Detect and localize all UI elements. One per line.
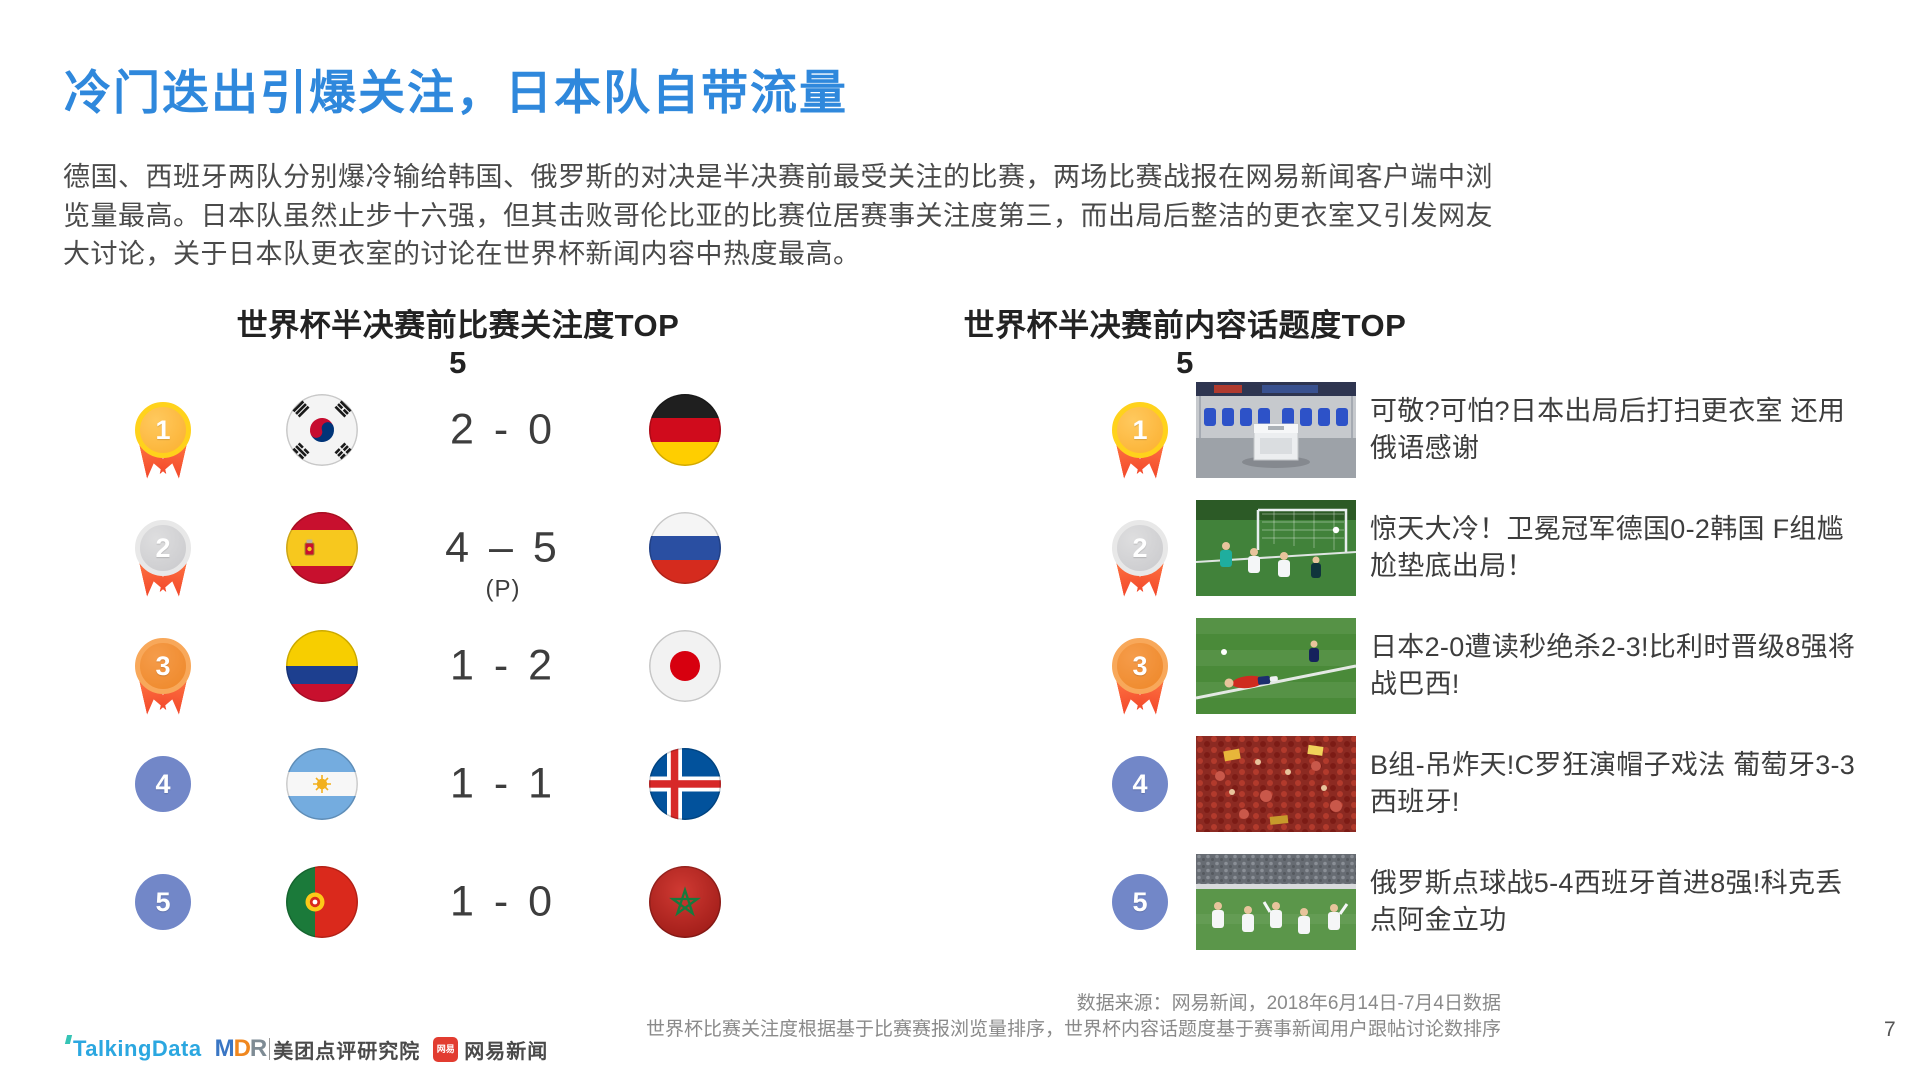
bronze-medal-icon: 3 bbox=[135, 638, 191, 730]
germany-flag-icon bbox=[649, 394, 721, 466]
rank-number: 3 bbox=[1112, 638, 1168, 694]
rank-number: 2 bbox=[135, 520, 191, 576]
match-score: 1 - 1 bbox=[449, 759, 557, 808]
portugal-spain-fans-photo bbox=[1196, 736, 1356, 832]
silver-medal-icon: 2 bbox=[135, 520, 191, 612]
rank-number: 4 bbox=[1112, 756, 1168, 812]
topic-headline: 惊天大冷！卫冕冠军德国0-2韩国 F组尴尬垫底出局！ bbox=[1370, 514, 1845, 581]
silver-medal-icon: 2 bbox=[1112, 520, 1168, 612]
rank-5-medal-icon: 5 bbox=[135, 874, 191, 930]
germany-korea-match-photo bbox=[1196, 500, 1356, 596]
rank-number: 1 bbox=[135, 402, 191, 458]
page-number: 7 bbox=[1884, 1018, 1896, 1041]
topic-row-5: 5 bbox=[1112, 843, 1892, 961]
match-row-4: 4 1 - 1 bbox=[135, 725, 760, 843]
topic-row-4: 4 B组-吊炸天! bbox=[1112, 725, 1892, 843]
content-topic-list: 1 可 bbox=[1112, 371, 1892, 961]
topic-headline: B组-吊炸天!C罗狂演帽子戏法 葡萄牙3-3西班牙! bbox=[1370, 750, 1856, 817]
gold-medal-icon: 1 bbox=[1112, 402, 1168, 494]
left-section-title: 世界杯半决赛前比赛关注度TOP 5 bbox=[236, 308, 680, 380]
gold-medal-icon: 1 bbox=[135, 402, 191, 494]
rank-number: 4 bbox=[135, 756, 191, 812]
netease-app-icon: 网易 bbox=[433, 1036, 459, 1062]
penalty-note: (P) bbox=[485, 575, 521, 603]
page-title: 冷门迭出引爆关注，日本队自带流量 bbox=[64, 66, 848, 119]
topic-row-2: 2 bbox=[1112, 489, 1892, 607]
source-line-1: 数据来源：网易新闻，2018年6月14日-7月4日数据 bbox=[1076, 993, 1501, 1014]
japan-flag-icon bbox=[649, 630, 721, 702]
rank-number: 1 bbox=[1112, 402, 1168, 458]
spain-flag-icon bbox=[286, 512, 358, 584]
rank-number: 3 bbox=[135, 638, 191, 694]
match-row-5: 5 1 - 0 bbox=[135, 843, 760, 961]
iceland-flag-icon bbox=[649, 748, 721, 820]
match-row-3: 3 1 - 2 bbox=[135, 607, 760, 725]
netease-logo-group: 网易 网易新闻 bbox=[433, 1035, 548, 1064]
right-section-title: 世界杯半决赛前内容话题度TOP 5 bbox=[963, 308, 1407, 380]
south-korea-flag-icon bbox=[286, 394, 358, 466]
rank-number: 5 bbox=[1112, 874, 1168, 930]
talkingdata-tick-icon bbox=[64, 1035, 73, 1044]
topic-headline: 俄罗斯点球战5-4西班牙首进8强!科克丢点阿金立功 bbox=[1370, 868, 1843, 935]
brand-divider bbox=[269, 1038, 271, 1060]
source-line-2: 世界杯比赛关注度根据基于比赛赛报浏览量排序，世界杯内容话题度基于赛事新闻用户跟帖… bbox=[645, 1019, 1501, 1040]
match-row-2: 2 4 – 5 (P) bbox=[135, 489, 760, 607]
intro-paragraph: 德国、西班牙两队分别爆冷输给韩国、俄罗斯的对决是半决赛前最受关注的比赛，两场比赛… bbox=[63, 162, 1493, 269]
match-attention-list: 1 bbox=[135, 371, 760, 961]
rank-4-medal-icon: 4 bbox=[1112, 756, 1168, 812]
rank-4-medal-icon: 4 bbox=[135, 756, 191, 812]
match-row-1: 1 bbox=[135, 371, 760, 489]
netease-news-label: 网易新闻 bbox=[464, 1040, 549, 1063]
rank-5-medal-icon: 5 bbox=[1112, 874, 1168, 930]
rank-number: 5 bbox=[135, 874, 191, 930]
topic-row-1: 1 可 bbox=[1112, 371, 1892, 489]
meituan-dianping-institute-label: 美团点评研究院 bbox=[273, 1040, 421, 1063]
match-score: 1 - 2 bbox=[449, 641, 557, 690]
rank-number: 2 bbox=[1112, 520, 1168, 576]
talkingdata-logo: TalkingData bbox=[64, 1035, 202, 1062]
bronze-medal-icon: 3 bbox=[1112, 638, 1168, 730]
topic-headline: 可敬?可怕?日本出局后打扫更衣室 还用俄语感谢 bbox=[1370, 396, 1846, 463]
topic-headline: 日本2-0遭读秒绝杀2-3!比利时晋级8强将战巴西! bbox=[1370, 632, 1856, 699]
morocco-flag-icon bbox=[649, 866, 721, 938]
match-score: 4 – 5 (P) bbox=[423, 526, 583, 603]
argentina-flag-icon bbox=[286, 748, 358, 820]
data-source-note: 数据来源：网易新闻，2018年6月14日-7月4日数据 世界杯比赛关注度根据基于… bbox=[646, 991, 1501, 1043]
locker-room-photo bbox=[1196, 382, 1356, 478]
russia-flag-icon bbox=[649, 512, 721, 584]
topic-row-3: 3 日本2-0遭读秒绝杀2-3 bbox=[1112, 607, 1892, 725]
colombia-flag-icon bbox=[286, 630, 358, 702]
portugal-flag-icon bbox=[286, 866, 358, 938]
japan-belgium-match-photo bbox=[1196, 618, 1356, 714]
match-score: 2 - 0 bbox=[449, 405, 557, 454]
match-score: 1 - 0 bbox=[449, 877, 557, 926]
russia-spain-match-photo bbox=[1196, 854, 1356, 950]
